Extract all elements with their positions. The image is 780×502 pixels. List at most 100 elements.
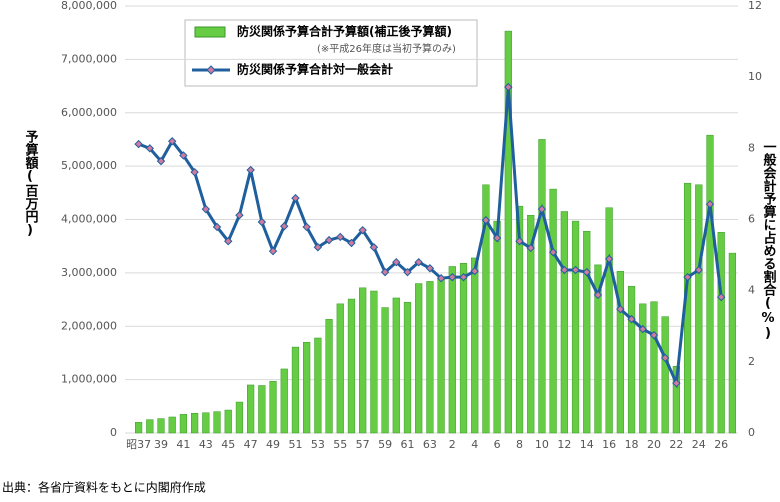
x-tick-label: 41 [176, 438, 190, 451]
legend-swatch [206, 65, 216, 75]
marker [694, 265, 703, 275]
marker [336, 232, 345, 242]
marker [448, 272, 457, 282]
y-tick-label: 1,000,000 [61, 373, 117, 386]
bar [179, 414, 188, 434]
marker [638, 324, 647, 334]
source: 出典：各省庁資料をもとに内閣府作成 [2, 480, 206, 495]
bar [448, 266, 456, 434]
bar [717, 232, 725, 434]
marker [212, 222, 222, 232]
legend-label: 防災関係予算合計対一般会計 [237, 62, 393, 77]
bar [370, 290, 378, 434]
x-tick-label: 8 [516, 438, 523, 451]
bar [650, 301, 658, 434]
bar [247, 384, 255, 434]
x-tick-label: 61 [400, 438, 414, 451]
marker [560, 265, 569, 275]
bar [504, 30, 512, 434]
marker [504, 82, 513, 92]
bar [527, 214, 535, 434]
x-tick-label: 12 [557, 438, 571, 451]
marker [179, 151, 188, 160]
y-tick-label: 5,000,000 [61, 159, 117, 172]
bar [594, 264, 602, 434]
marker [302, 222, 311, 232]
y2-tick-label: 10 [748, 70, 762, 83]
x-tick-label: 63 [423, 438, 437, 451]
bar [583, 230, 591, 434]
x-tick-label: 24 [692, 438, 706, 451]
marker [683, 272, 692, 282]
marker [459, 272, 468, 282]
x-tick-label: 57 [356, 438, 370, 451]
marker [604, 254, 614, 264]
y-axis-label: 予算額(百万円) [23, 130, 40, 238]
marker [347, 238, 356, 248]
marker [280, 222, 289, 231]
marker [672, 378, 681, 388]
x-tick-label: 55 [333, 438, 347, 451]
bar [381, 307, 389, 434]
x-tick-label: 2 [449, 438, 456, 451]
marker [224, 236, 233, 246]
x-tick-label: 49 [266, 438, 280, 451]
y-tick-label: 4,000,000 [61, 213, 117, 226]
bar [695, 184, 703, 434]
marker [313, 243, 323, 252]
x-tick-label: 59 [378, 438, 392, 451]
bar [191, 413, 199, 434]
marker [358, 225, 367, 235]
y2-tick-label: 0 [748, 426, 755, 439]
bar [538, 139, 546, 434]
bar [359, 287, 367, 434]
legend-box [184, 19, 478, 87]
marker [481, 216, 491, 225]
y-tick-label: 7,000,000 [61, 52, 117, 65]
marker [268, 246, 278, 256]
bar [269, 380, 277, 434]
marker [571, 265, 580, 275]
bar [224, 409, 232, 434]
bar [235, 401, 244, 434]
marker [660, 353, 670, 363]
legend-swatch [194, 26, 226, 38]
marker [582, 267, 591, 277]
marker [470, 266, 479, 276]
bar [639, 303, 647, 434]
marker [716, 292, 726, 302]
x-tick-label: 51 [288, 438, 302, 451]
marker [526, 243, 535, 253]
y-tick-label: 2,000,000 [61, 319, 117, 332]
marker [145, 144, 155, 153]
marker [168, 137, 177, 146]
bar [258, 385, 266, 434]
marker [436, 274, 446, 283]
bar [706, 134, 714, 434]
bar [168, 416, 176, 434]
y2-tick-label: 4 [748, 284, 755, 297]
marker [537, 204, 547, 214]
bar [493, 220, 501, 434]
marker [134, 139, 143, 149]
y2-tick-label: 2 [748, 355, 755, 368]
bar [146, 419, 154, 434]
bar [415, 283, 423, 434]
y2-tick-label: 8 [748, 141, 755, 154]
x-tick-label: 4 [471, 438, 478, 451]
x-tick-label: 39 [154, 438, 168, 451]
bar [661, 316, 669, 434]
marker [156, 156, 166, 166]
bar [325, 319, 333, 434]
marker [593, 290, 603, 300]
marker [492, 233, 502, 243]
y2-tick-label: 12 [748, 0, 762, 12]
marker [324, 235, 334, 245]
marker [414, 257, 423, 267]
y-tick-label: 0 [110, 426, 117, 439]
bar [336, 303, 344, 434]
bar [157, 418, 165, 434]
bar [202, 412, 210, 434]
marker [380, 267, 390, 277]
